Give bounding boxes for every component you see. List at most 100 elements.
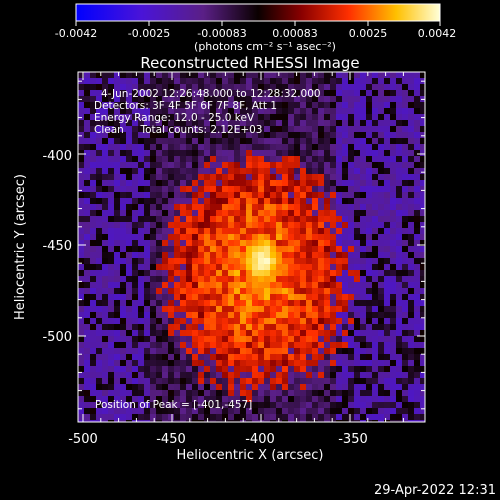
image-pixel: [168, 246, 174, 252]
image-pixel: [162, 360, 168, 366]
image-pixel: [114, 78, 120, 84]
image-pixel: [132, 132, 138, 138]
image-pixel: [372, 246, 378, 252]
image-pixel: [264, 126, 270, 132]
image-pixel: [396, 126, 402, 132]
image-pixel: [132, 180, 138, 186]
image-pixel: [240, 294, 246, 300]
image-pixel: [234, 396, 240, 402]
image-pixel: [162, 180, 168, 186]
image-pixel: [336, 126, 342, 132]
image-pixel: [354, 192, 360, 198]
image-pixel: [330, 234, 336, 240]
image-pixel: [126, 384, 132, 390]
image-pixel: [288, 156, 294, 162]
image-pixel: [360, 210, 366, 216]
image-pixel: [408, 390, 414, 396]
image-pixel: [210, 144, 216, 150]
image-pixel: [372, 108, 378, 114]
image-pixel: [78, 186, 84, 192]
image-pixel: [192, 72, 198, 78]
image-pixel: [138, 84, 144, 90]
image-pixel: [186, 420, 192, 422]
image-pixel: [252, 270, 258, 276]
image-pixel: [360, 156, 366, 162]
image-pixel: [120, 348, 126, 354]
image-pixel: [312, 120, 318, 126]
image-pixel: [108, 246, 114, 252]
image-pixel: [270, 72, 276, 78]
image-pixel: [312, 228, 318, 234]
image-pixel: [144, 366, 150, 372]
image-pixel: [102, 312, 108, 318]
image-pixel: [414, 294, 420, 300]
image-pixel: [222, 282, 228, 288]
image-pixel: [342, 330, 348, 336]
image-pixel: [372, 342, 378, 348]
image-pixel: [378, 156, 384, 162]
image-pixel: [336, 84, 342, 90]
image-pixel: [126, 252, 132, 258]
image-pixel: [138, 78, 144, 84]
image-pixel: [420, 84, 425, 90]
image-pixel: [192, 198, 198, 204]
image-pixel: [258, 222, 264, 228]
image-pixel: [228, 354, 234, 360]
image-pixel: [150, 84, 156, 90]
image-pixel: [282, 234, 288, 240]
image-pixel: [96, 96, 102, 102]
image-pixel: [234, 114, 240, 120]
image-pixel: [192, 144, 198, 150]
image-pixel: [390, 294, 396, 300]
image-pixel: [330, 390, 336, 396]
image-pixel: [270, 114, 276, 120]
image-pixel: [180, 270, 186, 276]
image-pixel: [270, 198, 276, 204]
image-pixel: [420, 324, 425, 330]
image-pixel: [192, 150, 198, 156]
image-pixel: [234, 324, 240, 330]
image-pixel: [348, 342, 354, 348]
image-pixel: [306, 84, 312, 90]
image-pixel: [198, 150, 204, 156]
image-pixel: [150, 216, 156, 222]
image-pixel: [162, 96, 168, 102]
image-pixel: [294, 168, 300, 174]
image-pixel: [138, 336, 144, 342]
image-pixel: [168, 192, 174, 198]
image-pixel: [258, 300, 264, 306]
image-pixel: [378, 348, 384, 354]
image-pixel: [288, 276, 294, 282]
image-pixel: [96, 228, 102, 234]
image-pixel: [414, 180, 420, 186]
image-pixel: [228, 294, 234, 300]
image-pixel: [264, 180, 270, 186]
image-pixel: [312, 258, 318, 264]
image-pixel: [90, 288, 96, 294]
image-pixel: [306, 378, 312, 384]
image-pixel: [222, 348, 228, 354]
image-pixel: [372, 78, 378, 84]
image-pixel: [336, 396, 342, 402]
image-pixel: [378, 162, 384, 168]
image-pixel: [396, 264, 402, 270]
image-pixel: [90, 138, 96, 144]
image-pixel: [90, 282, 96, 288]
image-pixel: [108, 150, 114, 156]
image-pixel: [246, 132, 252, 138]
image-pixel: [108, 186, 114, 192]
image-pixel: [168, 414, 174, 420]
image-pixel: [162, 378, 168, 384]
image-pixel: [168, 264, 174, 270]
image-pixel: [342, 198, 348, 204]
image-pixel: [384, 252, 390, 258]
image-pixel: [138, 390, 144, 396]
image-pixel: [150, 198, 156, 204]
image-pixel: [306, 180, 312, 186]
image-pixel: [126, 180, 132, 186]
image-pixel: [318, 336, 324, 342]
image-pixel: [150, 342, 156, 348]
image-pixel: [210, 216, 216, 222]
image-pixel: [384, 414, 390, 420]
image-pixel: [348, 420, 354, 422]
